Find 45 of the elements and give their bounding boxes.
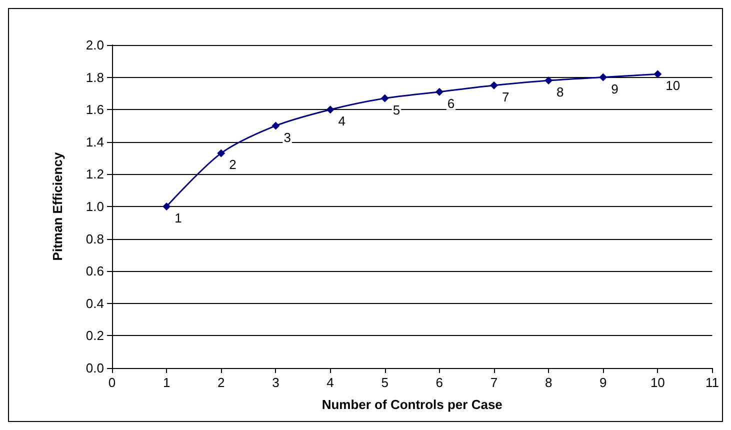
y-tick-label: 1.8 [86, 70, 104, 85]
point [599, 73, 608, 82]
x-tick-label: 6 [436, 375, 444, 390]
point [654, 70, 662, 78]
annotation: 3 [284, 130, 291, 145]
annotation: 10 [666, 78, 680, 94]
point [435, 88, 444, 96]
annotation: 2 [229, 157, 236, 172]
y-tick-label: 2.0 [86, 38, 104, 52]
annotation: 4 [338, 114, 346, 129]
y-axis-title: Pitman Efficiency [50, 152, 65, 261]
point [380, 94, 389, 102]
point [490, 81, 498, 90]
annotation: 8 [556, 84, 564, 100]
point [162, 202, 171, 210]
y-tick-label: 1.2 [86, 166, 104, 182]
point [544, 76, 553, 85]
y-tick-label: 1.4 [86, 134, 104, 150]
annotation: 6 [447, 96, 455, 111]
x-tick-label: 2 [218, 375, 225, 390]
x-tick-label: 7 [490, 375, 498, 390]
annotation: 9 [611, 81, 618, 96]
x-tick-label: 5 [381, 375, 388, 390]
y-tick-label: 0.6 [86, 264, 104, 279]
x-tick-label: 9 [600, 375, 607, 390]
y-tick-label: 0.8 [86, 231, 104, 246]
point [326, 106, 334, 114]
x-tick-label: 1 [162, 375, 170, 390]
annotation: 5 [392, 102, 400, 118]
x-tick-label: 11 [706, 375, 719, 390]
point [272, 122, 280, 130]
x-axis-title: Number of Controls per Case [322, 397, 502, 412]
y-tick-label: 0.0 [86, 360, 104, 376]
x-tick-label: 4 [326, 375, 334, 390]
y-tick-label: 0.4 [86, 296, 104, 311]
x-tick-label: 10 [650, 375, 665, 390]
point [217, 149, 226, 158]
y-tick-label: 0.2 [86, 328, 104, 344]
annotation: 1 [174, 210, 182, 226]
x-tick-label: 3 [272, 375, 280, 390]
y-tick-label: 1.6 [86, 102, 104, 118]
annotation: 7 [502, 89, 510, 104]
x-tick-label: 8 [544, 375, 552, 390]
x-tick-label: 0 [108, 375, 116, 390]
y-tick-label: 1.0 [86, 199, 104, 214]
